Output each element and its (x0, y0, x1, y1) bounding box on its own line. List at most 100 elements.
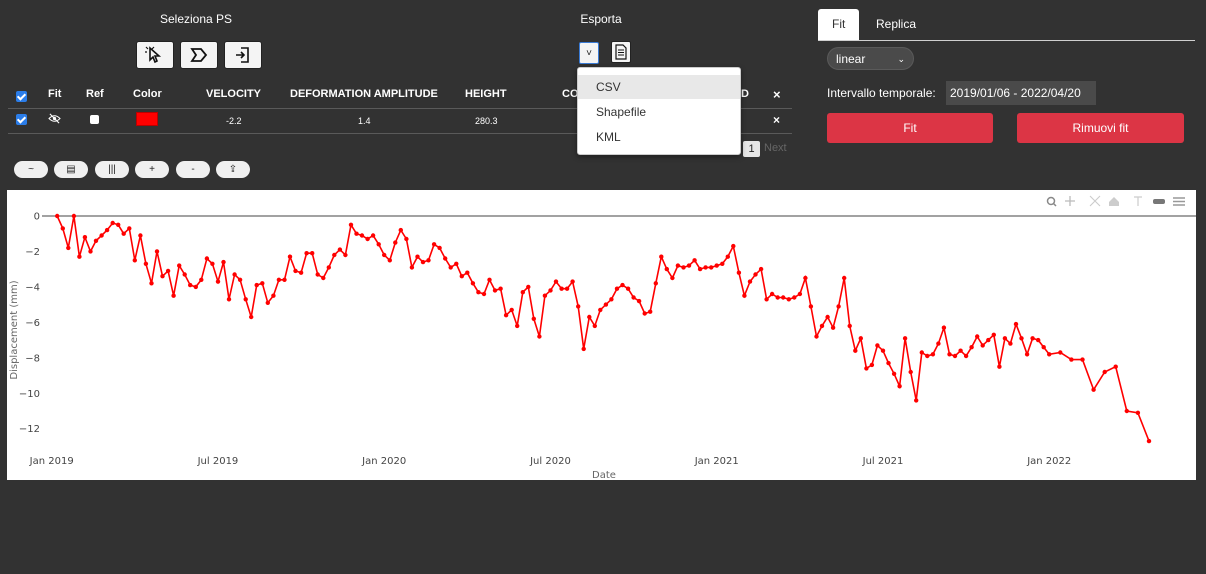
data-point[interactable] (919, 350, 924, 355)
data-point[interactable] (93, 238, 99, 243)
spike-lines-icon[interactable] (1134, 196, 1142, 206)
data-point[interactable] (376, 242, 381, 247)
data-point[interactable] (66, 245, 71, 251)
displacement-chart[interactable]: 0 −2 −4 −6 −8 −10 −12 Jan 2019 Jul 2019 Jan 2020 J… (7, 190, 1196, 480)
data-point[interactable] (725, 254, 730, 259)
data-point[interactable] (703, 265, 708, 270)
data-point[interactable] (409, 265, 415, 270)
data-point[interactable] (897, 384, 902, 389)
data-point[interactable] (332, 252, 337, 258)
data-point[interactable] (1002, 336, 1008, 341)
data-point[interactable] (963, 353, 969, 359)
data-point[interactable] (199, 277, 204, 282)
data-point[interactable] (110, 220, 115, 226)
interval-input[interactable]: 2019/01/06 - 2022/04/20 (946, 81, 1096, 105)
home-icon[interactable] (1109, 197, 1119, 206)
data-point[interactable] (321, 275, 326, 281)
data-point[interactable] (531, 316, 536, 321)
data-point[interactable] (858, 336, 863, 341)
data-point[interactable] (515, 323, 520, 329)
data-point[interactable] (659, 254, 664, 259)
data-point[interactable] (182, 272, 187, 277)
data-point[interactable] (404, 236, 409, 242)
data-point[interactable] (221, 259, 226, 265)
data-point[interactable] (382, 252, 387, 258)
data-point[interactable] (581, 346, 586, 352)
data-point[interactable] (753, 272, 758, 277)
hover-closest-icon[interactable] (1153, 199, 1165, 204)
data-point[interactable] (121, 231, 126, 236)
data-point[interactable] (293, 268, 298, 274)
data-point[interactable] (914, 398, 919, 403)
data-point[interactable] (686, 263, 692, 268)
data-point[interactable] (1041, 345, 1046, 350)
data-point[interactable] (553, 279, 559, 284)
data-point[interactable] (736, 270, 742, 275)
data-point[interactable] (1047, 352, 1052, 357)
data-point[interactable] (936, 341, 941, 346)
data-point[interactable] (747, 279, 753, 284)
import-button[interactable] (224, 41, 262, 69)
data-point[interactable] (177, 263, 182, 268)
pointer-select-button[interactable] (136, 41, 174, 69)
pagination-page[interactable]: 1 (743, 141, 760, 157)
export-csv-item[interactable]: CSV (578, 75, 740, 99)
data-point[interactable] (237, 277, 243, 282)
data-point[interactable] (842, 275, 847, 281)
data-point[interactable] (559, 286, 564, 291)
chart-svg[interactable]: 0 −2 −4 −6 −8 −10 −12 Jan 2019 Jul 2019 Jan 2020 J… (7, 190, 1196, 480)
zoom-in-button[interactable]: + (135, 161, 169, 178)
tab-fit[interactable]: Fit (818, 9, 860, 40)
data-point[interactable] (498, 286, 503, 291)
data-point[interactable] (808, 304, 814, 309)
data-point[interactable] (193, 284, 198, 290)
data-point[interactable] (642, 311, 647, 316)
data-point[interactable] (204, 256, 210, 261)
chart-area-button[interactable]: ▤ (54, 161, 88, 178)
data-point[interactable] (764, 297, 769, 302)
data-point[interactable] (603, 302, 609, 307)
data-point[interactable] (537, 334, 542, 339)
data-point[interactable] (969, 345, 974, 350)
data-point[interactable] (431, 242, 437, 247)
data-point[interactable] (620, 282, 625, 288)
data-point[interactable] (564, 286, 570, 291)
data-point[interactable] (670, 275, 675, 281)
tab-replica[interactable]: Replica (876, 17, 917, 31)
data-point[interactable] (803, 275, 808, 281)
data-point[interactable] (71, 213, 77, 219)
data-point[interactable] (542, 293, 548, 298)
data-point[interactable] (847, 323, 852, 329)
data-point[interactable] (210, 261, 215, 266)
data-point[interactable] (420, 259, 426, 265)
data-point[interactable] (165, 268, 171, 274)
data-point[interactable] (282, 277, 287, 282)
data-point[interactable] (902, 336, 908, 341)
data-point[interactable] (226, 297, 232, 302)
pan-icon[interactable] (1065, 196, 1075, 206)
data-point[interactable] (481, 291, 487, 297)
data-point[interactable] (836, 304, 841, 309)
export-shapefile-item[interactable]: Shapefile (596, 105, 647, 119)
data-point[interactable] (1013, 321, 1019, 327)
data-point[interactable] (88, 249, 93, 254)
data-point[interactable] (1135, 410, 1141, 415)
data-point[interactable] (393, 240, 398, 245)
data-point[interactable] (249, 314, 254, 320)
data-point[interactable] (304, 251, 309, 256)
data-point[interactable] (975, 334, 980, 339)
data-point[interactable] (359, 233, 365, 238)
data-point[interactable] (82, 235, 88, 240)
data-point[interactable] (886, 360, 891, 366)
data-point[interactable] (265, 300, 270, 305)
data-point[interactable] (271, 293, 276, 298)
data-point[interactable] (1019, 336, 1024, 341)
data-point[interactable] (160, 274, 165, 279)
data-point[interactable] (819, 323, 825, 329)
data-point[interactable] (343, 252, 348, 258)
data-point[interactable] (781, 295, 786, 300)
data-point[interactable] (830, 325, 836, 330)
data-point[interactable] (570, 279, 575, 284)
data-point[interactable] (132, 258, 137, 263)
data-point[interactable] (681, 265, 686, 270)
